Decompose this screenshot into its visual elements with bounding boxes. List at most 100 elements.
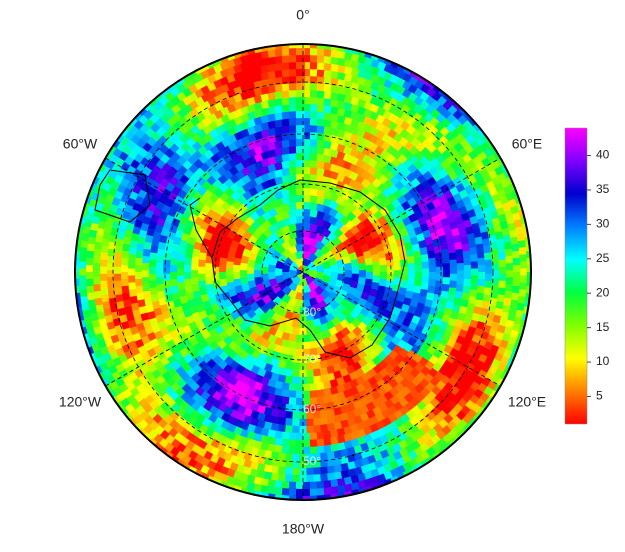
field-cell [127,259,136,269]
field-cell [287,383,297,392]
field-cell [435,266,444,276]
field-cell [190,254,200,264]
field-cell [274,274,284,284]
field-cell [297,453,307,462]
field-cell [239,276,249,286]
field-cell [316,195,326,205]
field-cell [277,253,288,264]
field-cell [191,247,201,257]
field-cell [315,431,325,440]
field-cell [281,125,291,134]
field-cell [311,418,321,427]
field-cell [309,340,318,350]
field-cell [190,276,199,285]
field-cell [290,460,300,469]
field-cell [384,287,393,297]
field-cell [267,155,278,166]
field-cell [197,258,206,267]
field-cell [141,254,150,264]
field-cell [309,216,319,225]
field-cell [186,297,197,308]
field-cell [446,238,456,248]
field-cell [288,47,299,56]
field-cell [208,296,218,306]
field-cell [294,250,304,260]
field-cell [484,252,493,262]
field-cell [184,284,193,294]
field-cell [505,270,514,280]
field-cell [291,319,300,329]
field-cell [283,325,294,335]
field-cell [240,283,250,293]
field-cell [99,278,108,289]
field-cell [351,266,360,275]
field-cell [271,304,282,315]
field-cell [290,411,300,420]
field-cell [420,282,429,292]
field-cell [315,396,325,405]
field-cell [303,68,313,77]
field-cell [163,250,172,261]
field-cell [199,292,210,303]
field-cell [295,222,304,231]
field-cell [296,264,304,272]
field-cell [470,275,479,285]
field-cell [483,245,492,255]
field-cell [271,249,282,260]
field-cell [303,89,312,98]
field-cell [295,187,304,196]
field-cell [375,243,385,253]
field-cell [303,201,312,210]
field-cell [303,264,310,272]
field-cell [491,277,500,287]
field-cell [318,417,329,426]
field-cell [309,208,319,218]
field-cell [276,366,287,376]
field-cell [281,202,291,213]
field-cell [505,255,514,266]
field-cell [288,208,297,218]
field-cell [294,446,303,455]
field-cell [303,96,312,105]
field-cell [267,170,278,180]
field-cell [336,258,346,268]
field-cell [204,276,213,285]
field-cell [274,111,284,121]
field-cell [303,173,312,182]
field-cell [267,177,278,188]
field-cell [164,292,174,303]
field-cell [239,269,248,278]
field-cell [106,268,115,278]
field-cell [303,124,312,133]
field-cell [461,243,471,254]
field-cell [120,255,129,266]
field-cell [281,271,291,281]
field-cell [312,375,322,385]
field-cell [305,404,314,413]
field-cell [325,401,335,411]
field-cell [281,174,291,184]
field-cell [253,276,263,286]
field-cell [298,404,307,413]
field-cell [283,410,293,420]
field-cell [435,259,444,269]
field-cell [315,331,325,342]
field-cell [218,263,227,272]
field-cell [325,365,336,375]
field-cell [305,376,314,385]
field-cell [426,243,435,253]
field-cell [308,432,318,441]
field-cell [498,259,507,269]
field-cell [505,263,514,273]
field-cell [281,285,292,296]
field-cell [324,249,336,261]
longitude-label: 180°W [282,521,325,537]
field-cell [183,263,192,272]
field-cell [288,96,298,105]
field-cell [106,275,115,285]
field-cell [477,257,486,267]
field-cell [211,258,220,267]
field-cell [303,166,312,175]
field-cell [291,369,300,378]
